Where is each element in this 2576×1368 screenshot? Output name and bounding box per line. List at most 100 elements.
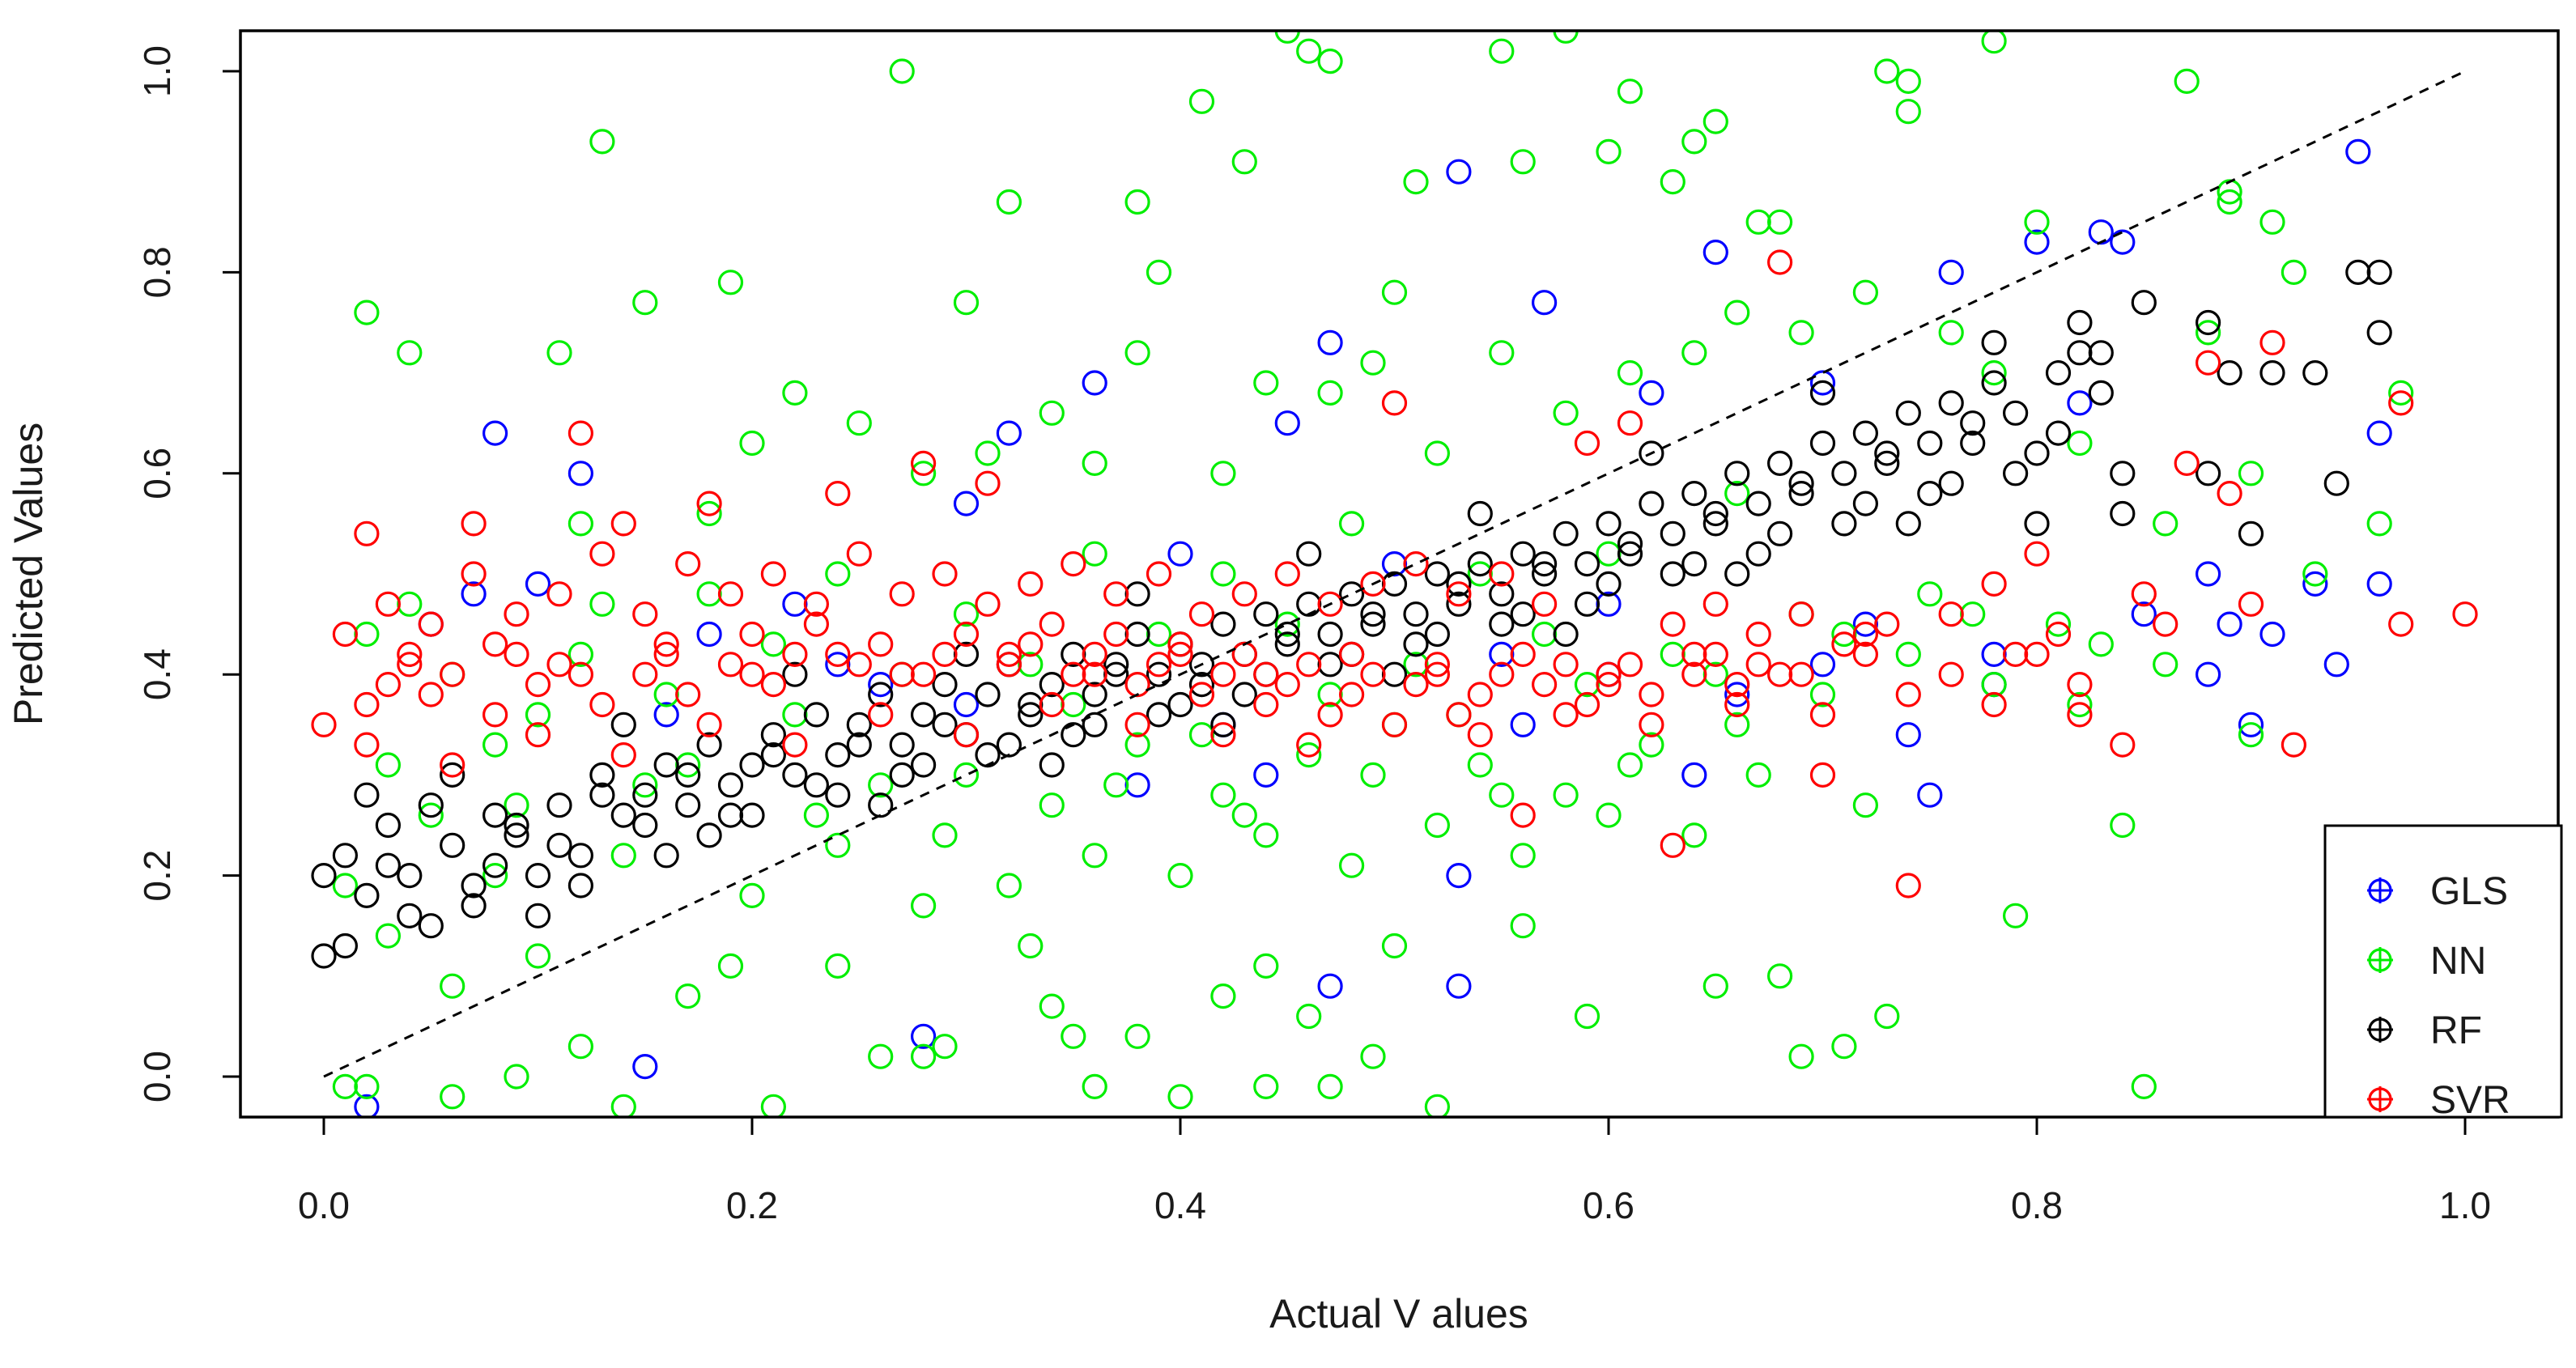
data-point-rf: [696, 822, 722, 848]
data-point-rf: [2366, 259, 2392, 285]
data-point-rf: [1809, 430, 1836, 457]
data-point-rf: [1681, 480, 1707, 507]
data-point-gls: [1253, 762, 1279, 788]
data-point-nn: [996, 189, 1022, 215]
data-point-svr: [717, 652, 744, 678]
data-point-gls: [2238, 712, 2264, 737]
data-point-nn: [1917, 581, 1943, 607]
data-point-rf: [1660, 520, 1685, 546]
data-point-svr: [482, 631, 508, 657]
data-point-rf: [653, 843, 679, 869]
data-point-svr: [1338, 641, 1365, 668]
data-point-nn: [910, 893, 937, 919]
data-point-nn: [1681, 822, 1707, 848]
legend-item-gls: GLS: [2367, 870, 2508, 913]
data-point-svr: [1553, 652, 1579, 678]
data-point-svr: [610, 741, 636, 768]
data-point-rf: [1574, 591, 1600, 617]
data-point-rf: [1831, 461, 1857, 486]
data-point-svr: [1639, 682, 1664, 707]
data-point-gls: [1702, 240, 1728, 266]
data-point-rf: [2196, 461, 2221, 486]
data-point-nn: [418, 802, 444, 828]
data-point-gls: [910, 1023, 937, 1049]
x-tick-label: 1.0: [2439, 1184, 2491, 1226]
points-layer: [311, 31, 2478, 1117]
data-point-rf: [1510, 541, 1536, 567]
data-point-nn: [1424, 1094, 1450, 1117]
data-point-rf: [2196, 309, 2221, 336]
data-point-rf: [589, 782, 615, 808]
data-point-rf: [1082, 682, 1107, 707]
data-point-rf: [1938, 390, 1964, 416]
data-point-rf: [418, 913, 444, 939]
data-point-rf: [2238, 520, 2264, 546]
data-point-svr: [1745, 621, 1771, 648]
data-point-nn: [825, 561, 851, 587]
data-point-nn: [1082, 450, 1107, 477]
data-point-nn: [589, 591, 615, 617]
data-point-rf: [782, 661, 808, 687]
data-point-svr: [2024, 641, 2050, 668]
data-point-rf: [2024, 440, 2050, 466]
data-point-svr: [1403, 671, 1429, 698]
data-point-svr: [932, 561, 958, 587]
data-point-rf: [1446, 591, 1472, 617]
data-point-svr: [1809, 702, 1836, 728]
data-point-nn: [2281, 259, 2306, 285]
data-point-rf: [1531, 550, 1558, 577]
data-point-gls: [1317, 973, 1343, 999]
data-point-nn: [1381, 279, 1408, 305]
data-point-svr: [375, 591, 401, 617]
data-point-rf: [375, 812, 401, 839]
data-point-rf: [567, 843, 594, 869]
data-point-svr: [2196, 350, 2221, 376]
data-point-svr: [1424, 661, 1451, 687]
data-point-svr: [2024, 541, 2050, 567]
data-point-gls: [1167, 541, 1193, 567]
data-point-svr: [975, 470, 1001, 496]
data-point-nn: [2110, 812, 2136, 839]
data-point-rf: [1767, 450, 1793, 477]
data-point-rf: [1788, 470, 1814, 496]
data-point-svr: [1061, 661, 1086, 687]
data-point-nn: [440, 1084, 465, 1110]
data-point-nn: [1467, 752, 1493, 778]
data-point-rf: [440, 832, 465, 858]
data-point-nn: [1253, 953, 1279, 979]
data-point-rf: [1724, 461, 1750, 486]
data-point-svr: [1274, 561, 1300, 587]
data-point-rf: [2088, 340, 2114, 366]
data-point-svr: [2131, 581, 2157, 607]
data-point-nn: [482, 862, 508, 889]
data-point-rf: [1553, 621, 1579, 648]
data-point-nn: [1210, 561, 1236, 587]
data-point-nn: [1981, 360, 2007, 386]
data-point-rf: [1210, 611, 1236, 637]
data-point-rf: [932, 712, 958, 737]
data-point-rf: [1960, 430, 1986, 457]
data-point-nn: [1895, 99, 1921, 125]
data-point-gls: [2366, 571, 2392, 597]
data-point-rf: [717, 772, 744, 798]
data-point-gls: [996, 420, 1022, 446]
data-point-svr: [1274, 671, 1300, 698]
data-point-nn: [996, 873, 1022, 899]
data-point-rf: [2131, 290, 2157, 316]
data-point-svr: [1103, 581, 1129, 607]
data-point-nn: [1702, 108, 1728, 134]
data-point-rf: [1424, 621, 1451, 648]
data-point-rf: [525, 903, 551, 928]
y-tick-label: 0.8: [136, 246, 178, 298]
data-point-rf: [2302, 360, 2328, 386]
data-point-nn: [1039, 993, 1065, 1019]
data-point-rf: [546, 792, 572, 818]
data-point-nn: [1681, 129, 1707, 155]
data-point-rf: [889, 762, 915, 788]
data-point-nn: [1124, 340, 1150, 366]
data-point-nn: [504, 792, 529, 818]
data-point-svr: [1938, 661, 1964, 687]
data-point-rf: [1917, 480, 1943, 507]
data-point-svr: [1296, 732, 1322, 758]
